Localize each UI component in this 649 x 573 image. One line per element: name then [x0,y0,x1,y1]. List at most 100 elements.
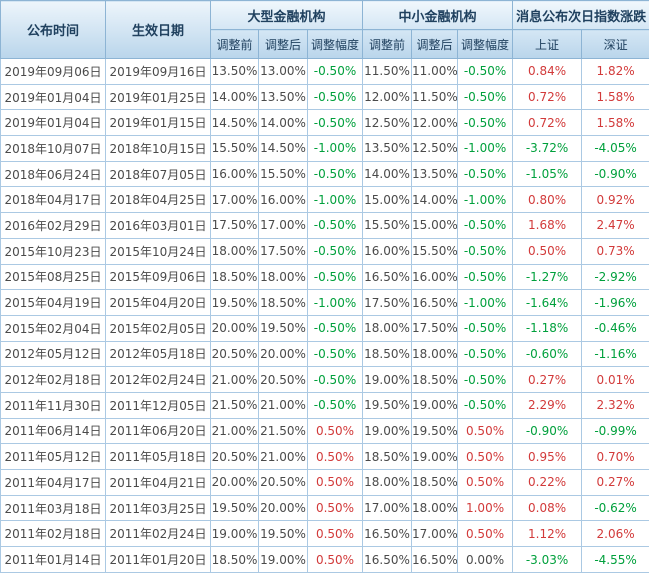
cell-small-change: -0.50% [457,366,514,393]
table-row: 2011年03月18日 2011年03月25日 19.50% 20.00% 0.50% 1… [0,494,649,522]
header-group-index-next-day: 消息公布次日指数涨跌 [512,0,649,30]
cell-small-after: 12.50% [411,135,459,162]
cell-large-after: 19.50% [258,314,308,342]
cell-large-change: -0.50% [306,366,364,393]
cell-large-before: 18.50% [210,546,259,573]
cell-announce-date: 2012年05月12日 [0,340,106,368]
table-row: 2012年05月12日 2012年05月18日 20.50% 20.00% -0.50%… [0,340,649,368]
cell-large-after: 17.50% [258,237,308,265]
cell-small-before: 16.50% [362,546,413,573]
header-shanghai-index: 上证 [512,29,583,59]
cell-small-change: -0.50% [457,237,514,265]
cell-small-before: 17.00% [362,494,413,522]
cell-announce-date: 2018年10月07日 [0,135,106,162]
table-row: 2019年09月06日 2019年09月16日 13.50% 13.00% -0.50%… [0,58,649,85]
table-row: 2019年01月04日 2019年01月25日 14.00% 13.50% -0.50%… [0,83,649,111]
cell-small-change: -0.50% [457,212,514,239]
cell-effective-date: 2016年03月01日 [105,212,211,239]
cell-announce-date: 2019年09月06日 [0,58,106,85]
cell-shanghai-change: -1.05% [512,160,583,188]
header-group-row: 公布时间 生效日期 大型金融机构 中小金融机构 消息公布次日指数涨跌 [0,0,649,59]
cell-effective-date: 2019年09月16日 [105,58,211,85]
cell-effective-date: 2011年02月24日 [105,520,211,548]
cell-effective-date: 2015年10月24日 [105,237,211,265]
table-row: 2015年02月04日 2015年02月05日 20.00% 19.50% -0.50%… [0,314,649,342]
cell-large-change: -0.50% [306,263,364,291]
cell-large-before: 19.50% [210,289,259,316]
cell-small-before: 13.50% [362,135,413,162]
cell-effective-date: 2012年05月18日 [105,340,211,368]
cell-shenzhen-change: 2.06% [581,520,649,548]
cell-large-after: 13.50% [258,83,308,111]
cell-small-after: 17.50% [411,314,459,342]
table-row: 2016年02月29日 2016年03月01日 17.50% 17.00% -0.50%… [0,212,649,239]
cell-shanghai-change: 0.08% [512,494,583,522]
cell-large-after: 19.50% [258,520,308,548]
cell-small-change: 0.50% [457,443,514,470]
header-large-before: 调整前 [210,29,259,59]
cell-shanghai-change: -1.64% [512,289,583,316]
cell-small-after: 19.50% [411,417,459,445]
cell-small-change: -0.50% [457,160,514,188]
table-row: 2011年05月12日 2011年05月18日 20.50% 21.00% 0.50% 1… [0,443,649,470]
cell-large-change: 0.50% [306,443,364,470]
cell-small-change: 0.00% [457,546,514,573]
cell-large-after: 20.00% [258,494,308,522]
cell-small-after: 18.00% [411,340,459,368]
cell-effective-date: 2015年09月06日 [105,263,211,291]
cell-small-change: -0.50% [457,83,514,111]
cell-shanghai-change: 2.29% [512,391,583,419]
cell-shenzhen-change: 0.01% [581,366,649,393]
cell-small-before: 19.50% [362,391,413,419]
cell-large-before: 17.50% [210,212,259,239]
cell-small-after: 18.50% [411,469,459,496]
cell-large-after: 20.00% [258,340,308,368]
table-row: 2015年04月19日 2015年04月20日 19.50% 18.50% -1.00%… [0,289,649,316]
cell-large-after: 13.00% [258,58,308,85]
cell-shanghai-change: 0.95% [512,443,583,470]
cell-small-after: 13.50% [411,160,459,188]
cell-small-before: 19.00% [362,366,413,393]
cell-effective-date: 2018年10月15日 [105,135,211,162]
cell-large-change: -1.00% [306,289,364,316]
cell-shenzhen-change: -0.90% [581,160,649,188]
cell-large-after: 21.00% [258,443,308,470]
cell-large-before: 18.00% [210,237,259,265]
cell-effective-date: 2011年05月18日 [105,443,211,470]
cell-large-before: 18.50% [210,263,259,291]
cell-shanghai-change: 0.22% [512,469,583,496]
cell-effective-date: 2015年02月05日 [105,314,211,342]
header-small-after: 调整后 [411,29,459,59]
cell-shenzhen-change: -0.46% [581,314,649,342]
cell-announce-date: 2011年06月14日 [0,417,106,445]
cell-small-after: 15.50% [411,237,459,265]
cell-effective-date: 2015年04月20日 [105,289,211,316]
cell-small-after: 14.00% [411,186,459,214]
cell-large-after: 18.00% [258,263,308,291]
cell-small-before: 11.50% [362,58,413,85]
cell-small-after: 19.00% [411,391,459,419]
cell-small-change: -0.50% [457,263,514,291]
cell-large-before: 14.50% [210,109,259,137]
header-group-small-institutions: 中小金融机构 [362,0,514,30]
cell-effective-date: 2019年01月15日 [105,109,211,137]
cell-small-before: 18.50% [362,340,413,368]
cell-large-change: 0.50% [306,494,364,522]
cell-shanghai-change: 0.84% [512,58,583,85]
cell-small-change: -0.50% [457,314,514,342]
cell-shenzhen-change: 0.92% [581,186,649,214]
cell-shanghai-change: 0.27% [512,366,583,393]
cell-small-change: -0.50% [457,109,514,137]
cell-small-after: 16.00% [411,263,459,291]
cell-large-before: 20.50% [210,443,259,470]
cell-small-before: 15.00% [362,186,413,214]
cell-small-change: 0.50% [457,520,514,548]
cell-announce-date: 2015年02月04日 [0,314,106,342]
cell-shanghai-change: 1.68% [512,212,583,239]
cell-small-after: 15.00% [411,212,459,239]
cell-large-change: -1.00% [306,135,364,162]
table-row: 2011年04月17日 2011年04月21日 20.00% 20.50% 0.50% 1… [0,469,649,496]
cell-small-before: 16.50% [362,520,413,548]
cell-large-change: 0.50% [306,546,364,573]
